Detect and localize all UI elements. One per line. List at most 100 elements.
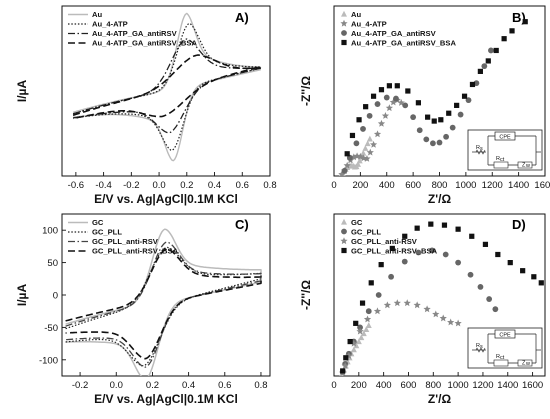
panel-label: A) [235,10,249,25]
circuit-rs-label: R [476,343,480,349]
data-layer [72,12,262,162]
x-axis-title: Z'/Ω [428,192,452,206]
series-au-4-atp [338,96,405,176]
data-point [373,307,382,315]
legend: AuAu_4-ATPAu_4-ATP_GA_antiRSVAu_4-ATP_GA… [340,10,456,48]
legend-marker [341,247,347,254]
series-au-4-atp-ga-antirsv-bsa [344,19,528,157]
legend-label: GC [92,218,104,227]
data-point [344,151,350,157]
data-point [355,338,362,345]
legend-marker [341,39,347,46]
x-tick-label: -0.6 [68,180,84,191]
x-tick-label: 1200 [482,180,503,191]
data-point [360,330,367,337]
data-point [338,170,346,176]
circuit-zw-box [517,161,533,169]
x-tick-label: 0.0 [152,180,165,191]
x-tick-label: 0.2 [146,380,159,391]
data-point [423,305,431,313]
x-axis-title: Z'/Ω [428,392,452,406]
data-point [363,315,372,323]
x-tick-label: 1000 [448,380,469,391]
circuit-zw-label: Z [522,163,526,169]
data-point [383,301,391,309]
legend-label: Au_4-ATP_GA_antiRSV [92,29,178,38]
data-point [363,104,369,110]
data-point [402,233,408,239]
data-point [350,339,358,347]
circuit-cpe-label: CPE [499,135,511,141]
data-point [386,83,392,89]
circuit-zw-label: Z [522,361,526,367]
legend-marker [341,228,347,235]
data-point [356,157,363,164]
circuit-cpe-label: CPE [499,333,511,339]
panel-label: C) [235,217,249,232]
data-point [432,310,440,318]
legend-marker [341,218,347,225]
data-point [501,36,507,42]
data-point [429,247,435,254]
chart-panel-b: 0 200 400 600 800 1000 1200 1400 1600 Z'/Ω -Z''/Ω B… [299,5,550,206]
data-point [363,326,370,333]
legend-label: Au_4-ATP [351,20,387,29]
legend: AuAu_4-ATPAu_4-ATP_GA_antiRSVAu_4-ATP_GA… [68,10,197,48]
data-point [531,274,537,280]
data-point [454,102,460,108]
data-layer [339,221,544,376]
data-point [467,271,474,278]
data-point [362,145,369,151]
data-point [439,314,447,322]
data-point [369,140,378,148]
y-axis-title: -Z''/Ω [299,280,313,310]
data-point [481,63,488,70]
data-point [377,119,386,127]
x-tick-label: 0.4 [208,180,221,191]
data-point [366,148,374,156]
x-tick-label: 1600 [534,180,550,191]
x-tick-label: 0 [331,380,336,391]
data-point [414,225,420,231]
circuit-zw-sub: w [525,163,530,169]
x-axis-title: E/V vs. Ag|AgCl|0.1M KCl [94,192,238,206]
y-axis-title: I/µA [15,80,29,103]
legend-label: Au_4-ATP_GA_antiRSV_BSA [92,39,197,48]
data-point [385,104,393,112]
data-point [486,296,493,302]
data-point [488,47,494,54]
x-tick-label: 0.4 [182,380,195,391]
panel-label: D) [512,217,526,232]
data-point [389,245,395,252]
data-point [363,154,371,162]
data-point [381,112,390,119]
series-line-gc-pll-anti-rsv-bsa [65,248,262,360]
y-tick-label: -100 [39,355,58,366]
y-tick-label: -50 [44,323,58,334]
x-tick-label: 600 [401,380,417,391]
data-point [340,368,346,374]
data-point [410,114,417,121]
y-axis-title: -Z''/Ω [299,76,313,106]
x-tick-label: 200 [351,380,367,391]
plot-frame [61,5,271,177]
legend-label: Au_4-ATP_GA_antiRSV [351,29,437,38]
x-axis-title: E/V vs. Ag|AgCl|0.1M KCl [94,392,238,406]
data-point [441,222,448,228]
data-point [446,110,452,116]
data-point [449,124,456,131]
data-point [366,112,373,119]
data-point [347,338,353,345]
data-point [358,334,365,341]
panel-label: B) [512,10,526,25]
data-point [415,100,421,106]
data-point [438,117,444,123]
series-line-au-4-atp [72,22,261,151]
data-point [368,280,374,286]
data-point [415,249,422,256]
data-point [538,280,544,286]
x-tick-label: 0.6 [236,180,249,191]
data-point [416,127,423,134]
chart-panel-a: -0.6 -0.4 -0.2 0.0 0.2 0.4 0.6 0.8 E/V vs. Ag|Ag… [15,5,277,206]
